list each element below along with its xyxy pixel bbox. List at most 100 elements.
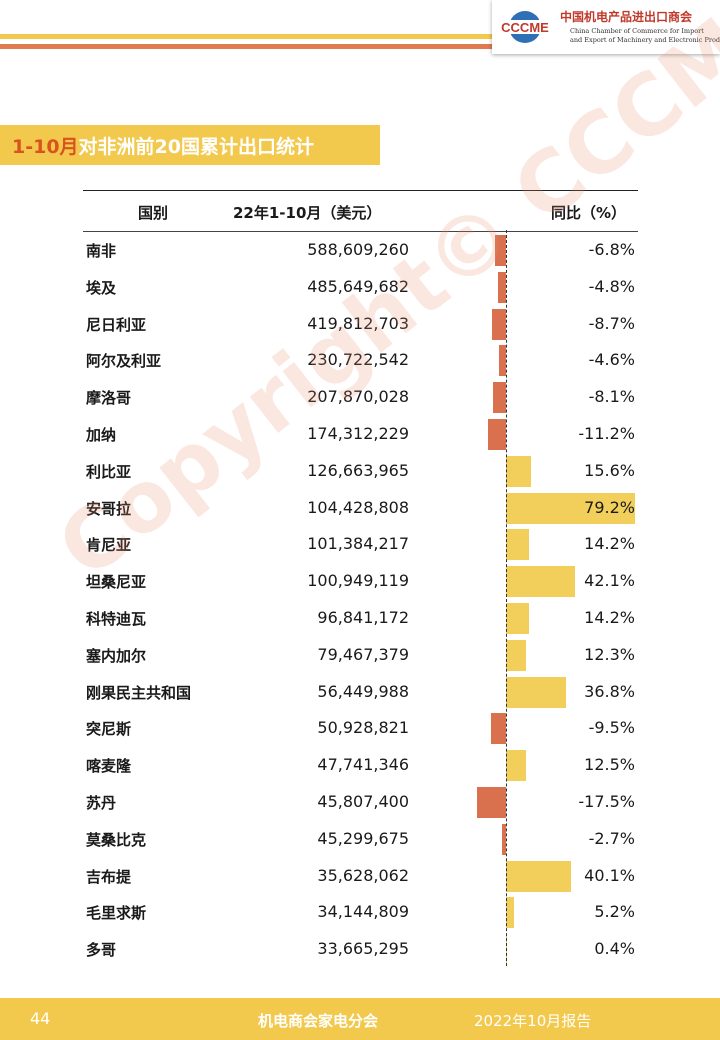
cell-export-value: 174,312,229 [307,423,409,443]
table-row: 安哥拉 104,428,808 79.2% [83,490,638,527]
cell-country: 科特迪瓦 [86,609,147,628]
section-title-banner: 1-10月对非洲前20国累计出口统计 [0,125,380,165]
cell-country: 摩洛哥 [86,389,132,408]
yoy-bar-negative [477,786,506,818]
cell-country: 肯尼亚 [86,536,132,555]
cell-export-value: 419,812,703 [307,313,409,333]
header-country: 国别 [138,204,169,222]
cell-export-value: 56,449,988 [317,681,409,701]
cell-yoy: 12.5% [584,755,635,775]
cell-country: 刚果民主共和国 [86,683,192,702]
footer-report-date: 2022年10月报告 [474,1012,592,1030]
cell-yoy: 79.2% [584,497,635,517]
cell-export-value: 35,628,062 [317,865,409,885]
yoy-bar-negative [487,418,506,450]
cell-country: 南非 [86,242,117,260]
table-row: 毛里求斯 34,144,809 5.2% [83,894,638,931]
yoy-bar-positive [506,566,575,598]
cell-export-value: 47,741,346 [317,755,409,775]
cell-export-value: 34,144,809 [317,902,409,922]
header-yoy: 同比（%） [550,204,626,222]
cell-country: 加纳 [86,425,117,444]
yoy-bar-negative [498,271,506,303]
cell-yoy: -6.8% [588,240,635,259]
cell-country: 坦桑尼亚 [86,573,147,592]
cell-country: 利比亚 [86,462,132,481]
table-row: 刚果民主共和国 56,449,988 36.8% [83,674,638,711]
cell-country: 吉布提 [86,867,132,886]
yoy-bar-negative [494,235,506,266]
cell-export-value: 33,665,295 [317,939,409,959]
cell-export-value: 45,299,675 [317,828,409,848]
table-header: 国别 22年1-10月（美元） 同比（%） [83,190,638,232]
cell-country: 塞内加尔 [86,646,147,665]
cccme-logo: CCCME 中国机电产品进出口商会 China Chamber of Comme… [492,0,720,54]
cell-country: 莫桑比克 [86,830,147,849]
cell-yoy: -11.2% [578,423,635,443]
yoy-bar-negative [492,382,506,414]
yoy-bar-positive [506,639,527,671]
table-row: 坦桑尼亚 100,949,119 42.1% [83,563,638,600]
cell-export-value: 96,841,172 [317,607,409,627]
cell-yoy: -4.6% [588,350,635,370]
table-row: 加纳 174,312,229 -11.2% [83,416,638,453]
cell-yoy: 12.3% [584,644,635,664]
table-row: 喀麦隆 47,741,346 12.5% [83,747,638,784]
table-row: 塞内加尔 79,467,379 12.3% [83,637,638,674]
page-number: 44 [30,1009,51,1028]
yoy-bar-negative [490,713,506,745]
yoy-bar-negative [501,823,506,855]
logo-abbr: CCCME [501,20,549,35]
cell-export-value: 126,663,965 [307,460,409,480]
header-value: 22年1-10月（美元） [233,204,382,222]
cell-yoy: 42.1% [584,571,635,591]
top-stripe-yellow [0,34,720,39]
cell-yoy: -2.7% [588,828,635,848]
table-row: 南非 588,609,260 -6.8% [83,232,638,269]
table-row: 埃及 485,649,682 -4.8% [83,269,638,306]
cell-export-value: 207,870,028 [307,387,409,407]
section-title-accent: 1-10月 [12,135,79,158]
yoy-bar-positive [506,455,532,487]
yoy-bar-positive [506,897,515,929]
top-stripe-orange [0,44,720,49]
cell-yoy: -8.1% [588,387,635,407]
cell-yoy: 36.8% [584,681,635,701]
table-body: 南非 588,609,260 -6.8% 埃及 485,649,682 -4.8% 尼日利亚… [83,232,638,968]
cccme-logo-icon: CCCME [498,11,552,43]
cell-country: 阿尔及利亚 [86,352,162,371]
yoy-bar-positive [506,750,527,782]
logo-english-line1: China Chamber of Commerce for Import [570,27,704,35]
cell-yoy: -9.5% [588,718,635,738]
cell-yoy: 14.2% [584,607,635,627]
footer-org: 机电商会家电分会 [258,1012,379,1030]
cell-country: 多哥 [86,941,117,960]
cell-yoy: 14.2% [584,534,635,554]
logo-english-line2: and Export of Machinery and Electronic P… [570,36,720,44]
section-title: 1-10月对非洲前20国累计出口统计 [0,132,314,159]
yoy-bar-positive [506,529,530,561]
cell-yoy: -4.8% [588,276,635,296]
cell-export-value: 45,807,400 [317,791,409,811]
section-title-rest: 对非洲前20国累计出口统计 [78,135,314,158]
cell-export-value: 485,649,682 [307,276,409,296]
table-row: 利比亚 126,663,965 15.6% [83,453,638,490]
cell-yoy: 40.1% [584,865,635,885]
cell-country: 喀麦隆 [86,757,132,776]
yoy-bar-negative [498,345,506,377]
cell-export-value: 104,428,808 [307,497,409,517]
yoy-bar-positive [506,492,635,524]
cell-export-value: 100,949,119 [307,571,409,591]
table-row: 阿尔及利亚 230,722,542 -4.6% [83,342,638,379]
table-row: 肯尼亚 101,384,217 14.2% [83,526,638,563]
table-row: 吉布提 35,628,062 40.1% [83,858,638,895]
table-row: 多哥 33,665,295 0.4% [83,931,638,968]
cell-export-value: 101,384,217 [307,534,409,554]
cell-export-value: 588,609,260 [307,240,409,259]
cell-yoy: -8.7% [588,313,635,333]
export-table: 国别 22年1-10月（美元） 同比（%） 南非 588,609,260 -6.8%… [83,190,638,968]
cell-country: 埃及 [86,278,117,297]
cell-yoy: 15.6% [584,460,635,480]
table-row: 苏丹 45,807,400 -17.5% [83,784,638,821]
cell-export-value: 79,467,379 [317,644,409,664]
